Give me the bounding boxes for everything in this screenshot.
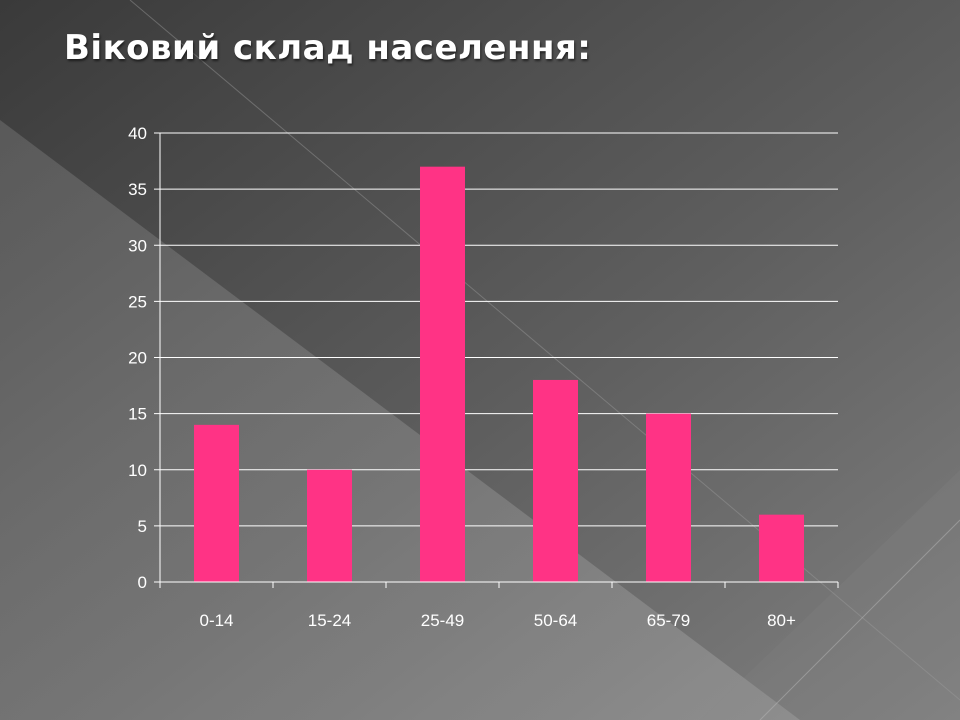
y-tick-label: 40 <box>128 124 147 143</box>
y-tick-label: 15 <box>128 405 147 424</box>
bar-50-64 <box>533 379 578 582</box>
x-tick-label: 15-24 <box>308 611 351 630</box>
background-right-triangle <box>700 0 960 720</box>
bar-15-24 <box>307 469 352 582</box>
bar-25-49 <box>420 166 465 583</box>
bar-80plus <box>759 514 804 582</box>
label-layer: 0 5 10 15 20 25 30 35 40 0-14 15-24 25-49 50-64 65-79… <box>128 124 796 630</box>
x-tick-label: 0-14 <box>199 611 233 630</box>
y-tick-label: 0 <box>138 573 147 592</box>
y-tick-label: 25 <box>128 292 147 311</box>
background-diagonal-line <box>129 0 960 701</box>
bar-65-79 <box>646 413 691 582</box>
grid-layer <box>160 132 838 527</box>
x-tick-label: 80+ <box>767 611 796 630</box>
bar-layer <box>194 166 804 583</box>
y-tick-label: 5 <box>138 517 147 536</box>
y-tick-label: 35 <box>128 180 147 199</box>
y-tick-label: 10 <box>128 461 147 480</box>
x-tick-label: 65-79 <box>647 611 690 630</box>
y-tick-label: 20 <box>128 349 147 368</box>
y-tick-label: 30 <box>128 236 147 255</box>
axis-layer <box>154 132 839 588</box>
x-tick-label: 50-64 <box>534 611 577 630</box>
bar-0-14 <box>194 424 239 582</box>
slide-title: Віковий склад населення: <box>64 28 592 68</box>
background-diagonal-line-2 <box>759 519 960 720</box>
x-tick-label: 25-49 <box>421 611 464 630</box>
